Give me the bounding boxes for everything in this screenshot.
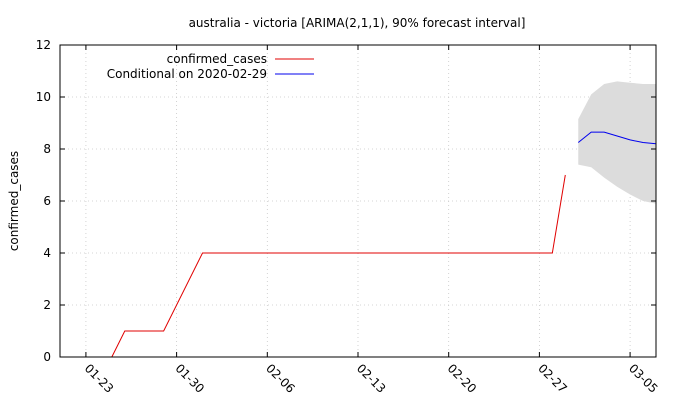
x-tick-label: 02-27 [535,361,570,396]
series-lines [111,131,657,358]
y-tick-label: 10 [36,90,51,104]
y-tick-label: 6 [43,194,51,208]
x-tick-label: 02-13 [354,361,389,396]
legend-label: Conditional on 2020-02-29 [107,67,267,81]
y-tick-label: 8 [43,142,51,156]
chart-title: australia - victoria [ARIMA(2,1,1), 90% … [189,16,526,30]
y-tick-label: 4 [43,246,51,260]
grid [60,45,656,357]
y-tick-label: 0 [43,350,51,364]
y-axis-label: confirmed_cases [7,151,21,251]
x-tick-label: 02-06 [263,361,298,396]
x-tick-label: 02-20 [445,361,480,396]
x-tick-label: 03-05 [626,361,661,396]
x-tick-label: 01-30 [172,361,207,396]
y-tick-label: 2 [43,298,51,312]
forecast-interval-band [578,81,656,204]
y-tick-label: 12 [36,38,51,52]
forecast-interval-area [578,81,656,204]
confirmed-cases-line [111,174,566,358]
legend-label: confirmed_cases [167,52,267,66]
plot-border [59,44,657,358]
x-tick-label: 01-23 [82,361,117,396]
forecast-line [577,131,657,145]
axes: 0 2 4 6 8 10 12 01-23 01-30 02-06 02-13 02-20 02-27 0… [36,38,661,396]
